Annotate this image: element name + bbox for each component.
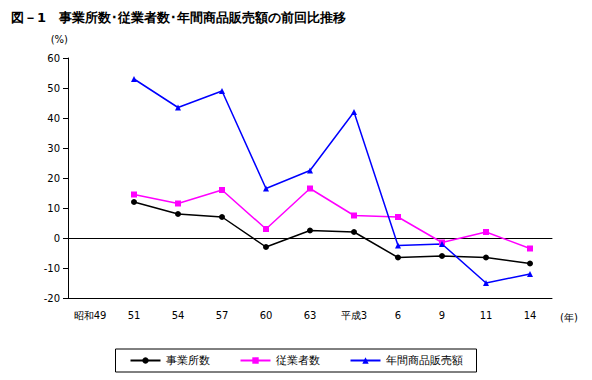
svg-text:6: 6: [395, 310, 401, 321]
svg-text:年間商品販売額: 年間商品販売額: [386, 354, 463, 367]
svg-text:57: 57: [216, 310, 229, 321]
svg-text:14: 14: [524, 310, 537, 321]
svg-text:11: 11: [480, 310, 493, 321]
svg-text:(年): (年): [560, 312, 578, 323]
svg-text:(%): (%): [51, 34, 68, 45]
svg-text:60: 60: [260, 310, 273, 321]
svg-text:63: 63: [304, 310, 317, 321]
svg-text:事業所数: 事業所数: [166, 354, 210, 367]
svg-text:0: 0: [54, 233, 60, 244]
svg-text:60: 60: [47, 53, 60, 64]
svg-text:50: 50: [47, 83, 60, 94]
svg-text:図－1 事業所数･従業者数･年間商品販売額の前回比推移: 図－1 事業所数･従業者数･年間商品販売額の前回比推移: [11, 10, 346, 25]
svg-text:30: 30: [47, 143, 60, 154]
svg-text:昭和49: 昭和49: [74, 310, 107, 321]
svg-text:-20: -20: [44, 293, 60, 304]
svg-text:従業者数: 従業者数: [276, 354, 320, 367]
svg-text:9: 9: [439, 310, 445, 321]
svg-text:20: 20: [47, 173, 60, 184]
svg-text:平成3: 平成3: [341, 310, 367, 321]
svg-text:-10: -10: [44, 263, 60, 274]
svg-text:54: 54: [172, 310, 185, 321]
svg-text:40: 40: [47, 113, 60, 124]
svg-text:10: 10: [47, 203, 60, 214]
svg-text:51: 51: [128, 310, 141, 321]
